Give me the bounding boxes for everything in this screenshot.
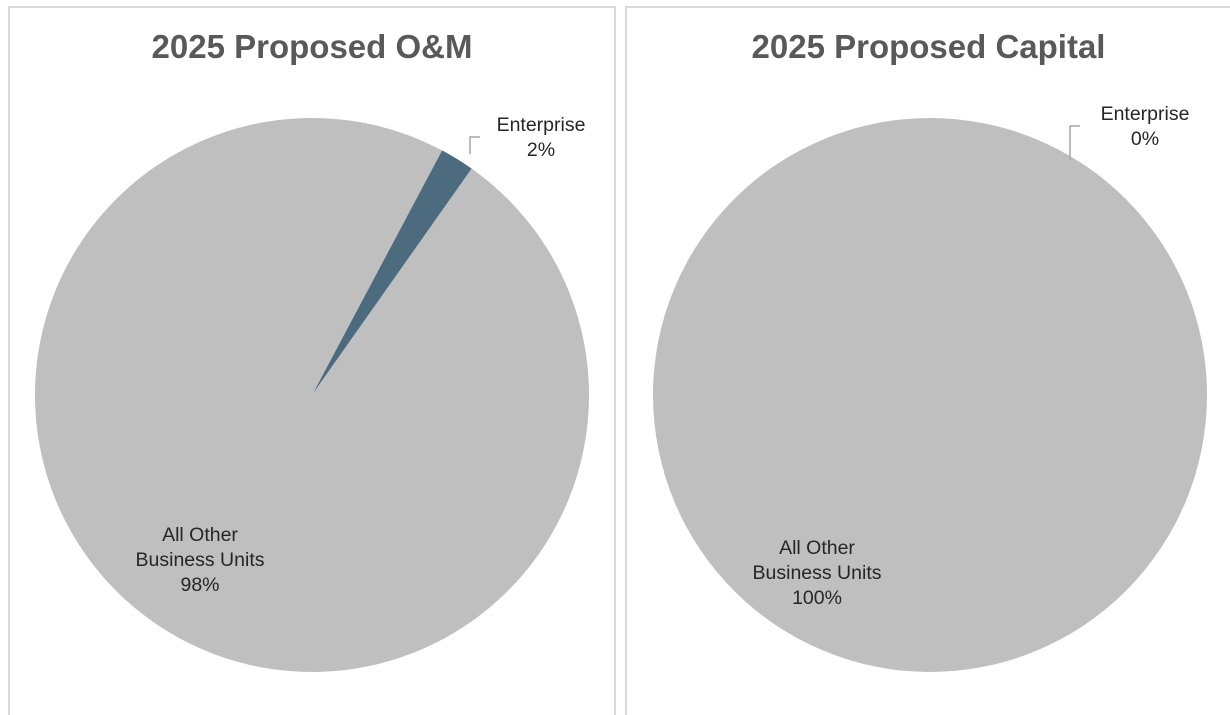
leader-line-om-enterprise xyxy=(469,136,480,154)
data-label-om-enterprise: Enterprise 2% xyxy=(497,114,586,161)
data-label-line: 2% xyxy=(527,139,555,161)
data-label-line: 100% xyxy=(792,587,842,609)
chart-title-capital: 2025 Proposed Capital xyxy=(751,28,1106,65)
pie-chart-om: Enterprise 2% All Other Business Units 98% xyxy=(35,114,589,672)
data-label-line: Enterprise xyxy=(1101,103,1190,125)
data-label-line: Enterprise xyxy=(497,114,586,136)
data-label-capital-enterprise: Enterprise 0% xyxy=(1101,103,1190,150)
data-label-line: 98% xyxy=(180,574,219,596)
pie-slice-om-all-other xyxy=(35,118,589,672)
chart-title-om: 2025 Proposed O&M xyxy=(151,28,473,65)
pie-slice-om-enterprise xyxy=(312,150,472,395)
data-label-line: 0% xyxy=(1131,128,1159,150)
data-label-capital-all-other: All Other Business Units 100% xyxy=(753,537,882,609)
chart-panel-om: 2025 Proposed O&M Enterprise 2% All Other B… xyxy=(8,6,616,715)
data-label-line: Business Units xyxy=(136,549,265,571)
data-label-line: All Other xyxy=(779,537,855,559)
leader-line-capital-enterprise xyxy=(1069,125,1080,160)
pie-chart-capital: Enterprise 0% All Other Business Units 100% xyxy=(653,103,1207,672)
chart-panel-capital: 2025 Proposed Capital Enterprise 0% All Ot… xyxy=(625,6,1230,715)
data-label-line: Business Units xyxy=(753,562,882,584)
data-label-line: All Other xyxy=(162,524,238,546)
pie-slice-capital-all-other xyxy=(653,118,1207,672)
data-label-om-all-other: All Other Business Units 98% xyxy=(136,524,265,596)
